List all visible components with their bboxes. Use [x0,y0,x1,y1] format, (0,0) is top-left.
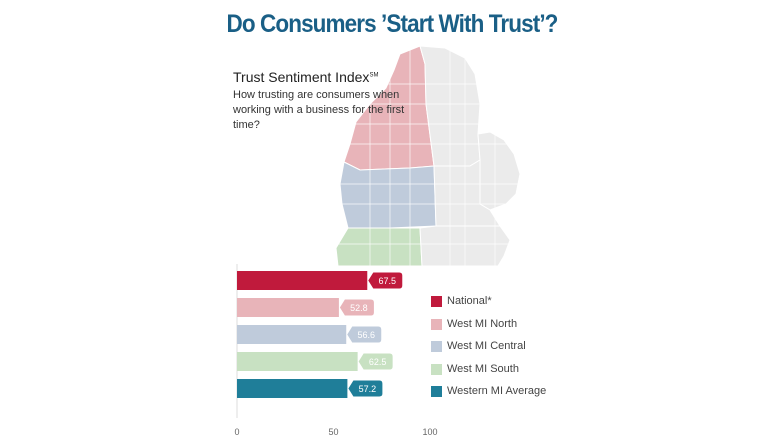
map-region-south [335,227,423,267]
michigan-map [330,44,530,270]
data-label: 52.8 [350,303,368,313]
x-tick-label: 100 [422,427,437,437]
value-tag [348,380,383,397]
x-tick-label: 50 [328,427,338,437]
value-tag [358,353,393,370]
legend-label: West MI Central [447,340,526,352]
data-label: 57.2 [359,384,377,394]
value-tag [368,272,403,289]
map-region-central [339,161,437,229]
bar [237,379,348,398]
bar [237,298,339,317]
value-tag [347,326,382,343]
legend-label: National* [447,295,492,307]
bar-chart: 67.5 52.8 56.6 62.5 57.2 0 50 100 [234,264,438,437]
index-title: Trust Sentiment IndexSM [233,69,379,85]
data-label: 67.5 [379,276,397,286]
value-tag [339,299,374,316]
bar [237,325,347,344]
index-question: How trusting are consumers when working … [233,89,405,131]
legend-swatch [431,363,442,375]
page-title: Do Consumers ’Start With Trust’? [226,10,558,38]
legend-swatch [431,341,442,352]
legend-label: Western MI Average [447,385,547,397]
bar [237,271,368,290]
legend-swatch [431,318,442,330]
data-label: 56.6 [357,330,375,340]
x-tick-label: 0 [234,427,239,437]
bar [237,352,358,371]
legend-swatch [431,386,442,397]
data-label: 62.5 [369,357,387,367]
legend-label: West MI North [447,317,518,330]
legend-swatch [431,296,442,307]
legend-label: West MI South [447,362,519,375]
